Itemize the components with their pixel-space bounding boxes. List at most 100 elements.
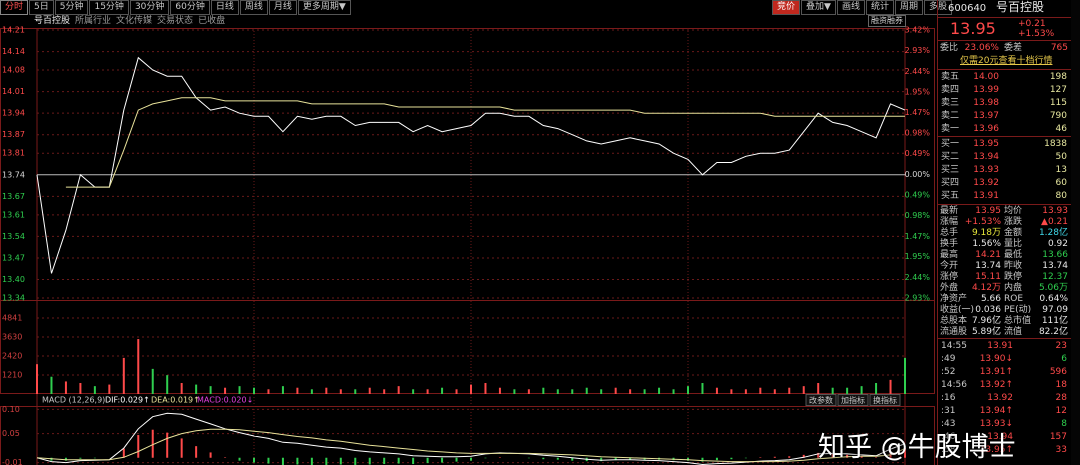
- y-tick-label: 13.34: [2, 294, 25, 303]
- volume-bar: [281, 386, 284, 394]
- indicator-button[interactable]: 换指标: [869, 394, 901, 406]
- volume-frame: [0, 300, 935, 394]
- stat-label: 最高: [940, 250, 959, 260]
- side-edge: [1071, 0, 1080, 465]
- y-tick-label: 13.94: [2, 109, 25, 118]
- info-bar: 号百控股 所属行业 文化传媒 交易状态 已收盘: [34, 15, 230, 27]
- period-tab[interactable]: 15分钟: [89, 0, 129, 15]
- y2-tick-label: 2.93%: [905, 46, 931, 55]
- volume-bar: [831, 387, 834, 394]
- stat-label: 金额: [1004, 228, 1023, 238]
- stock-name: 号百控股: [996, 0, 1045, 14]
- macd-bar: [397, 457, 400, 464]
- tick-time: :46: [941, 432, 956, 442]
- y-tick-label: 1210: [2, 371, 22, 380]
- volume-bar: [860, 386, 863, 394]
- period-tab[interactable]: 更多周期▼: [297, 0, 351, 15]
- macd-bar: [50, 457, 53, 461]
- macd-bar: [773, 456, 776, 458]
- tool-button[interactable]: 画线: [836, 0, 865, 15]
- macd-bar: [817, 452, 820, 458]
- quote-panel: 600640 号百控股 13.95 +0.21 +1.53% 委比 23.06% 委差 765 仅…: [937, 0, 1072, 465]
- period-tab[interactable]: 30分钟: [129, 0, 170, 15]
- tool-button[interactable]: 叠加▼: [801, 0, 836, 15]
- book-label: 买四: [941, 178, 960, 188]
- volume-bar: [846, 387, 849, 394]
- button-label: 改参数: [809, 395, 833, 405]
- y2-tick-label: 0.49%: [905, 149, 931, 158]
- volume-bar: [195, 384, 198, 394]
- macd-bar: [470, 457, 472, 461]
- macd-bar: [542, 457, 545, 460]
- tick-time: :58: [941, 445, 956, 455]
- tool-button[interactable]: 竞价: [772, 0, 801, 15]
- tool-button[interactable]: 周期: [894, 0, 923, 15]
- period-tab[interactable]: 分时: [0, 0, 29, 15]
- macd-bar: [802, 454, 805, 458]
- volume-bar: [513, 389, 516, 394]
- stat-value: 111亿: [1041, 316, 1068, 326]
- macd-bar: [180, 438, 183, 458]
- macd-bar: [151, 429, 154, 458]
- tick-time: :52: [941, 367, 956, 377]
- y-tick-label: 0.10: [2, 405, 20, 414]
- stat-label: 外盘: [940, 283, 959, 293]
- volume-bar: [817, 383, 820, 394]
- macd-bar: [730, 457, 733, 460]
- stat-label: 总股本: [940, 316, 968, 326]
- book-price: 13.94: [973, 152, 999, 162]
- y2-tick-label: 1.95%: [905, 252, 931, 261]
- volume-bar: [571, 389, 574, 394]
- margin-button[interactable]: 融资融券: [868, 15, 906, 27]
- y-tick-label: -0.01: [2, 458, 23, 465]
- price-line: [65, 97, 905, 188]
- button-box: [869, 394, 901, 406]
- volume-bar: [310, 389, 313, 394]
- volume-bar: [585, 387, 588, 394]
- macd-bar: [238, 457, 241, 461]
- tick-volume: 6: [1061, 354, 1067, 364]
- volume-bar: [889, 379, 892, 394]
- separator: [938, 17, 1071, 18]
- volume-bar: [904, 357, 906, 394]
- macd-bar: [253, 457, 255, 463]
- volume-bar: [267, 389, 270, 394]
- macd-bar: [831, 453, 834, 458]
- macd-bar: [715, 457, 718, 461]
- indicator-button[interactable]: 加指标: [837, 394, 869, 406]
- macd-bar: [325, 457, 328, 465]
- stat-value: 0.64%: [1039, 294, 1068, 304]
- macd-bar: [296, 457, 299, 465]
- y-tick-label: 13.81: [2, 149, 25, 158]
- period-tab[interactable]: 周线: [239, 0, 268, 15]
- period-tab[interactable]: 5日: [29, 0, 54, 15]
- stat-value: 1.28亿: [1038, 228, 1068, 238]
- volume-bar: [253, 387, 255, 394]
- volume-bar: [455, 389, 458, 394]
- period-tab[interactable]: 5分钟: [54, 0, 89, 15]
- volume-bar: [36, 364, 38, 394]
- price-change-pct: +1.53%: [1018, 29, 1055, 39]
- indicator-button[interactable]: 改参数: [805, 394, 837, 406]
- volume-bar: [224, 387, 227, 394]
- macd-frame: [0, 406, 935, 465]
- tool-button[interactable]: 统计: [865, 0, 894, 15]
- stat-value: 97.09: [1042, 305, 1068, 315]
- volume-bar: [730, 389, 733, 394]
- macd-bar: [354, 457, 357, 465]
- period-tab[interactable]: 日线: [210, 0, 239, 15]
- watermark: 知乎 @牛股博士: [818, 432, 1016, 463]
- volume-bar: [238, 386, 241, 394]
- period-tab[interactable]: 月线: [268, 0, 297, 15]
- period-tab[interactable]: 60分钟: [170, 0, 210, 15]
- y2-tick-label: 1.95%: [905, 88, 931, 97]
- macd-line: [36, 428, 906, 463]
- macd-bar: [788, 456, 791, 458]
- y2-tick-label: 3.42%: [905, 26, 931, 35]
- book-price: 13.97: [973, 111, 999, 121]
- stat-value: 13.93: [1042, 206, 1068, 216]
- macd-bar: [556, 457, 559, 460]
- book-volume: 127: [1049, 85, 1067, 95]
- volume-bar: [600, 389, 603, 394]
